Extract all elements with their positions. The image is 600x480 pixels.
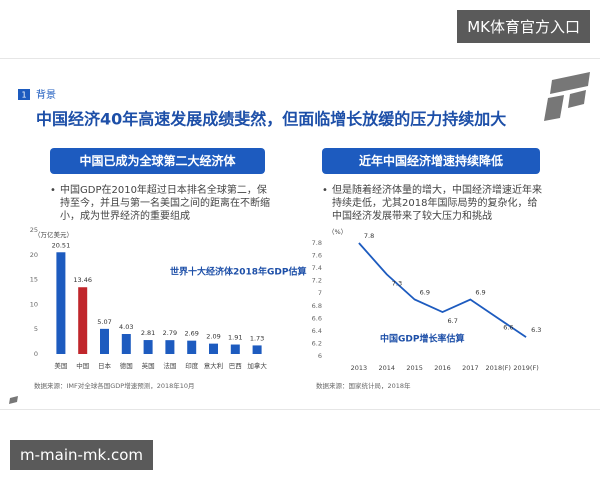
data-label: 2.69 <box>184 330 198 338</box>
y-tick-label: 6.4 <box>312 327 322 335</box>
x-tick-label: 美国 <box>54 361 67 370</box>
annotation: 世界十大经济体2018年GDP估算 <box>170 266 307 278</box>
section-title: 背景 <box>36 88 56 101</box>
bar <box>209 343 218 354</box>
chart-title: 近年中国经济增速持续降低 <box>322 148 540 174</box>
headline: 中国经济40年高速发展成绩斐然，但面临增长放缓的压力持续加大 <box>36 110 506 129</box>
bar <box>165 340 175 354</box>
y-tick-label: 15 <box>30 276 38 284</box>
y-tick-label: 7.8 <box>312 239 322 247</box>
y-tick-label: 5 <box>34 325 38 333</box>
bar <box>78 287 88 354</box>
data-label: 6.9 <box>475 289 485 297</box>
y-tick-label: 6 <box>318 352 322 360</box>
y-tick-label: 0 <box>34 350 38 358</box>
data-label: 7.8 <box>364 232 374 240</box>
data-label: 2.81 <box>141 329 155 337</box>
annotation: 中国GDP增长率估算 <box>380 333 464 345</box>
data-label: 1.73 <box>250 334 264 342</box>
data-label: 4.03 <box>119 323 133 331</box>
footer-logo <box>9 396 18 404</box>
bar <box>56 252 66 354</box>
x-tick-label: 2019(F) <box>513 364 538 372</box>
x-tick-label: 2014 <box>379 364 396 372</box>
data-label: 2.09 <box>206 333 220 341</box>
bar <box>187 340 197 354</box>
x-tick-label: 2015 <box>406 364 423 372</box>
y-tick-label: 6.8 <box>312 302 322 310</box>
bar <box>121 334 131 354</box>
data-label: 6.3 <box>531 326 541 334</box>
source-note: 数据来源：国家统计局，2018年 <box>316 381 411 390</box>
watermark[interactable]: MK体育官方入口 <box>457 10 590 43</box>
line <box>358 242 527 338</box>
x-tick-label: 英国 <box>142 361 155 370</box>
bar <box>252 345 262 354</box>
y-tick-label: 7 <box>318 289 322 297</box>
bar <box>230 344 240 354</box>
bar <box>143 340 153 354</box>
bullet-text: 但是随着经济体量的增大，中国经济增速近年来持续走低，尤其2018年国际局势的复杂… <box>322 184 547 223</box>
chart-title: 中国已成为全球第二大经济体 <box>50 148 265 174</box>
data-label: 6.9 <box>420 289 430 297</box>
x-tick-label: 日本 <box>98 361 112 370</box>
y-axis-label: （万亿美元） <box>34 230 73 239</box>
y-tick-label: 7.2 <box>312 277 322 285</box>
y-tick-label: 10 <box>30 300 38 308</box>
y-axis-label: （%） <box>328 228 347 236</box>
data-label: 13.46 <box>73 276 92 284</box>
y-tick-label: 7.6 <box>312 252 322 260</box>
y-tick-label: 7.4 <box>312 264 322 272</box>
bar <box>100 328 109 354</box>
x-tick-label: 2017 <box>462 364 479 372</box>
data-label: 7.3 <box>392 279 402 287</box>
x-tick-label: 印度 <box>185 361 199 370</box>
data-label: 6.7 <box>448 317 458 325</box>
data-label: 1.91 <box>228 334 242 342</box>
data-label: 2.79 <box>163 329 177 337</box>
watermark[interactable]: m-main-mk.com <box>10 440 154 470</box>
x-tick-label: 巴西 <box>229 362 243 370</box>
logo <box>544 72 590 121</box>
x-tick-label: 2013 <box>351 364 368 372</box>
x-tick-label: 2016 <box>434 364 451 372</box>
x-tick-label: 2018(F) <box>486 364 511 372</box>
y-tick-label: 20 <box>30 251 38 259</box>
y-tick-label: 6.6 <box>312 314 322 322</box>
source-note: 数据来源：IMF对全球各国GDP增速预测，2018年10月 <box>34 381 195 390</box>
data-label: 6.6 <box>503 323 513 331</box>
x-tick-label: 意大利 <box>204 361 224 370</box>
x-tick-label: 中国 <box>76 361 89 370</box>
x-tick-label: 德国 <box>120 361 133 370</box>
bullet-text: 中国GDP在2010年超过日本排名全球第二，保持至今，并且与第一名美国之间的距离… <box>50 184 275 223</box>
data-label: 20.51 <box>52 241 71 249</box>
section-number: 1 <box>21 91 26 100</box>
data-label: 5.07 <box>97 318 111 326</box>
y-tick-label: 25 <box>30 226 38 234</box>
section-badge <box>18 89 30 100</box>
y-tick-label: 6.2 <box>312 339 322 347</box>
x-tick-label: 加拿大 <box>247 361 267 370</box>
x-tick-label: 法国 <box>163 361 176 370</box>
